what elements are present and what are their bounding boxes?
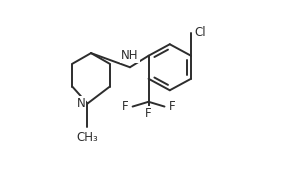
- Text: CH₃: CH₃: [77, 131, 98, 144]
- Text: F: F: [169, 100, 175, 113]
- Text: NH: NH: [121, 49, 139, 62]
- Text: N: N: [77, 97, 85, 110]
- Text: F: F: [145, 107, 152, 120]
- Text: F: F: [122, 100, 128, 113]
- Text: Cl: Cl: [194, 26, 206, 39]
